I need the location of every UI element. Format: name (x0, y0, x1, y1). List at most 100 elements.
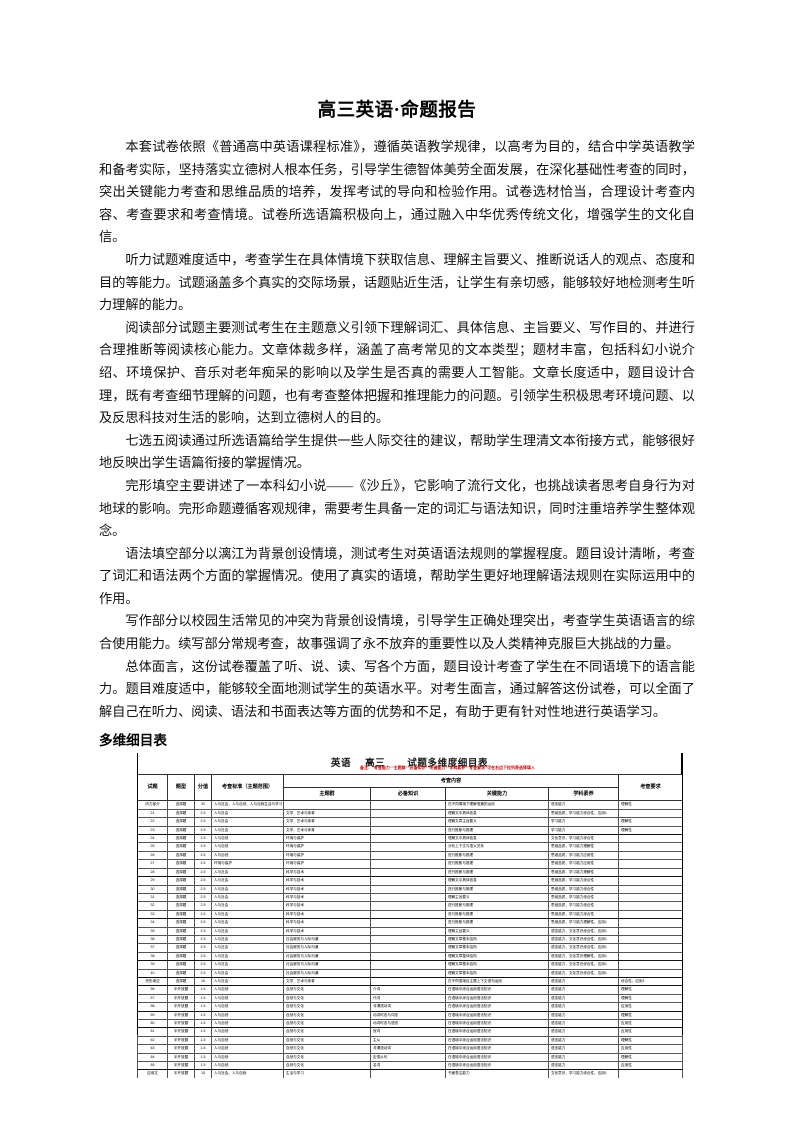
cell-knowledge (370, 968, 446, 978)
table-row: 33 选择题 2.5 人与社会 科学与技术 进行推断与推理 思维品质、学习能力综合性 (137, 909, 684, 920)
cell-knowledge (370, 800, 446, 810)
cell-score: 1.5 (194, 1018, 212, 1029)
cell-item: 65 (137, 1061, 168, 1071)
cell-ability: 进行推断与推理 (445, 850, 549, 861)
cell-type: 选择题 (167, 867, 195, 878)
cell-theme: 环境与保护 (283, 850, 371, 861)
cell-standard: 人与社会 (211, 892, 284, 903)
detail-table-body: 听力部分 选择题 30 人与社会、人与自然、人与自我生活与学习 在不同情境下理解语篇的运… (137, 800, 684, 1079)
cell-item: 62 (137, 1035, 168, 1046)
cell-item: 35 (137, 926, 168, 936)
cell-requirement (618, 968, 684, 978)
table-row: 27 选择题 2.5 环境与保护 环境与保护 进行推断与推理 思维品质、学习能力应用性 (137, 859, 684, 869)
cell-standard: 人与社会 (211, 825, 284, 836)
cell-standard: 人与自然 (211, 842, 284, 852)
cell-item: 25 (137, 842, 168, 852)
cell-requirement (618, 842, 684, 852)
cell-type: 半开放题 (167, 1035, 195, 1046)
cell-knowledge: 介词 (370, 985, 446, 995)
cell-knowledge: 名词 (370, 1061, 446, 1071)
cell-type: 选择题 (167, 934, 195, 945)
cell-item: 60 (137, 1018, 168, 1029)
cell-literacy: 语言能力 (547, 800, 620, 810)
header-knowledge: 必备知识 (370, 787, 446, 802)
header-score: 分值 (194, 774, 212, 802)
cell-standard: 人与社会 (211, 901, 284, 911)
cell-type: 选择题 (167, 800, 195, 810)
cell-score: 2.5 (194, 867, 212, 878)
paragraph-seven-choose-five: 七选五阅读通过所选语篇给学生提供一些人际交往的建议，帮助学生理清文本衔接方式，能… (99, 432, 695, 471)
header-standard: 考查标准（主题范围） (211, 774, 284, 802)
cell-score: 1.5 (194, 1035, 212, 1046)
cell-requirement (618, 850, 684, 861)
page-title: 高三英语·命题报告 (317, 101, 477, 121)
cell-item: 34 (137, 918, 168, 928)
cell-theme: 自然与文化 (283, 1044, 371, 1054)
cell-item: 61 (137, 1027, 168, 1037)
cell-requirement (618, 884, 684, 894)
cell-standard: 人与社会 (211, 934, 284, 945)
cell-ability: 在语境中综合运用语法知识 (445, 1061, 549, 1071)
table-row: 28 选择题 2.5 人与社会 科学与技术 进行推断与推理 思维品质、学习能力理解性 (137, 867, 684, 878)
cell-theme: 自然与文化 (283, 1035, 371, 1046)
cell-knowledge: 主从 (370, 1035, 446, 1046)
cell-item: 39 (137, 960, 168, 970)
cell-score: 2.5 (194, 884, 212, 894)
cell-standard: 人与自然 (211, 1044, 284, 1054)
table-row: 21 选择题 2.5 人与社会 文学、艺术与体育 理解文中具体信息 思维品质、学习能力综合性… (137, 808, 684, 819)
cell-item: 27 (137, 859, 168, 869)
cell-theme: 科学与技术 (283, 909, 371, 920)
cell-ability: 理解主旨要义 (445, 926, 549, 936)
cell-literacy: 语言能力、文化意识综合性、应用1 (547, 943, 620, 953)
cell-item: 57 (137, 993, 168, 1004)
cell-knowledge (370, 926, 446, 936)
cell-score: 2.5 (194, 876, 212, 886)
cell-requirement (618, 909, 684, 920)
table-row: 59 半开放题 1.5 人与自然 自然与文化 动词时态与词态 在语境中综合运用语法知识 语言能… (137, 1010, 684, 1021)
cell-score: 2.5 (194, 968, 212, 978)
cell-type: 选择题 (167, 951, 195, 962)
cell-literacy: 语言能力、文化意识综合性、应用1 (547, 926, 620, 936)
table-row: 26 选择题 2.5 人与自然 环境与保护 进行推断与推理 思维品质、学习能力应用性 (137, 850, 684, 861)
cell-theme: 自然与文化 (283, 1010, 371, 1021)
cell-knowledge (370, 859, 446, 869)
cell-ability: 理解文中具体信息 (445, 834, 549, 844)
cell-type: 选择题 (167, 918, 195, 928)
cell-type: 选择题 (167, 909, 195, 920)
header-type: 题型 (167, 774, 195, 802)
header-content-group: 考查内容 (282, 774, 620, 789)
cell-ability: 理解文章基本结构 (445, 934, 549, 945)
cell-score: 2.5 (194, 808, 212, 819)
table-row: 22 选择题 2.5 人与社会 文学、艺术与体育 理解文章主旨要义 学习能力 理解性 (137, 817, 684, 827)
cell-knowledge (370, 834, 446, 844)
cell-item: 32 (137, 901, 168, 911)
cell-standard: 人与自然 (211, 1061, 284, 1071)
cell-item: 26 (137, 850, 168, 861)
cell-theme: 科学与技术 (283, 884, 371, 894)
cell-knowledge: 代词 (370, 993, 446, 1004)
cell-score: 30 (194, 800, 212, 810)
cell-theme: 自然与文化 (283, 1027, 371, 1037)
cell-theme: 社会服务与人际沟通 (283, 951, 371, 962)
cell-knowledge: 动词时态与语态 (370, 1018, 446, 1029)
cell-knowledge: 定语从句 (370, 1052, 446, 1063)
detail-table-inner: 英语 高三 试题多维度细目表 备注："考查能力""主题群""必备知识""关键能力""… (137, 753, 684, 1079)
paragraph-listening: 听力试题难度适中，考查学生在具体情境下获取信息、理解主旨要义、推断说话人的观点、… (99, 251, 695, 313)
table-row: 60 半开放题 1.5 人与自然 自然与文化 动词时态与语态 在语境中综合运用语法知识 语言能… (137, 1018, 684, 1029)
cell-item: 23 (137, 825, 168, 836)
cell-standard: 人与自然 (211, 834, 284, 844)
cell-requirement: 理解性 (618, 1010, 684, 1021)
cell-theme: 科学与技术 (283, 901, 371, 911)
cell-score: 2.5 (194, 943, 212, 953)
detail-table-image: 英语 高三 试题多维度细目表 备注："考查能力""主题群""必备知识""关键能力""… (99, 753, 695, 1079)
cell-score: 2.5 (194, 918, 212, 928)
cell-requirement: 理解性 (618, 1052, 684, 1063)
cell-requirement (618, 943, 684, 953)
cell-score: 1.5 (194, 1027, 212, 1037)
cell-requirement (618, 918, 684, 928)
cell-literacy: 语言能力、文化意识综合性、应用1 (547, 968, 620, 978)
cell-score: 2.5 (194, 825, 212, 836)
cell-ability: 在语境中综合运用语法知识 (445, 985, 549, 995)
cell-literacy: 学习能力 (547, 825, 620, 836)
cell-score: 2.5 (194, 850, 212, 861)
